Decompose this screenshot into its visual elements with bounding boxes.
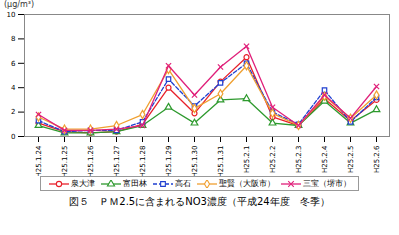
- svg-text:H25.1.29: H25.1.29: [165, 146, 173, 177]
- html-text:高石: 高石: [174, 179, 191, 188]
- svg-text:H25.2.2: H25.2.2: [269, 146, 277, 174]
- svg-text:H25.2.3: H25.2.3: [295, 146, 303, 174]
- svg-text:H25.1.25: H25.1.25: [61, 146, 69, 177]
- svg-text:H25.2.4: H25.2.4: [321, 145, 329, 173]
- svg-text:H25.1.24: H25.1.24: [35, 145, 43, 176]
- svg-text:2: 2: [11, 108, 15, 116]
- svg-text:4: 4: [11, 84, 16, 92]
- svg-text:H25.1.31: H25.1.31: [217, 146, 225, 177]
- html-text:図５ ＰＭ2.5に含まれるNO3濃度（平成24年度 冬季）: 図５ ＰＭ2.5に含まれるNO3濃度（平成24年度 冬季）: [69, 196, 330, 207]
- html-text:三宝（堺市）: 三宝（堺市）: [302, 179, 351, 188]
- html-text:(μg/m³): (μg/m³): [4, 0, 35, 9]
- html-text:泉大津: 泉大津: [70, 179, 95, 188]
- svg-text:8: 8: [11, 35, 15, 43]
- svg-text:H25.2.5: H25.2.5: [347, 146, 355, 174]
- html-text:富田林: 富田林: [122, 179, 147, 188]
- svg-text:H25.1.28: H25.1.28: [139, 146, 147, 177]
- svg-text:H25.1.26: H25.1.26: [87, 145, 95, 176]
- svg-text:10: 10: [7, 11, 16, 19]
- svg-text:0: 0: [11, 133, 15, 141]
- svg-text:H25.1.30: H25.1.30: [191, 146, 199, 177]
- svg-text:H25.2.1: H25.2.1: [243, 146, 251, 174]
- svg-text:H25.1.27: H25.1.27: [113, 146, 121, 177]
- html-text:聖賢（大阪市）: 聖賢（大阪市）: [218, 179, 275, 188]
- svg-text:6: 6: [11, 60, 16, 68]
- svg-text:H25.2.6: H25.2.6: [373, 145, 381, 173]
